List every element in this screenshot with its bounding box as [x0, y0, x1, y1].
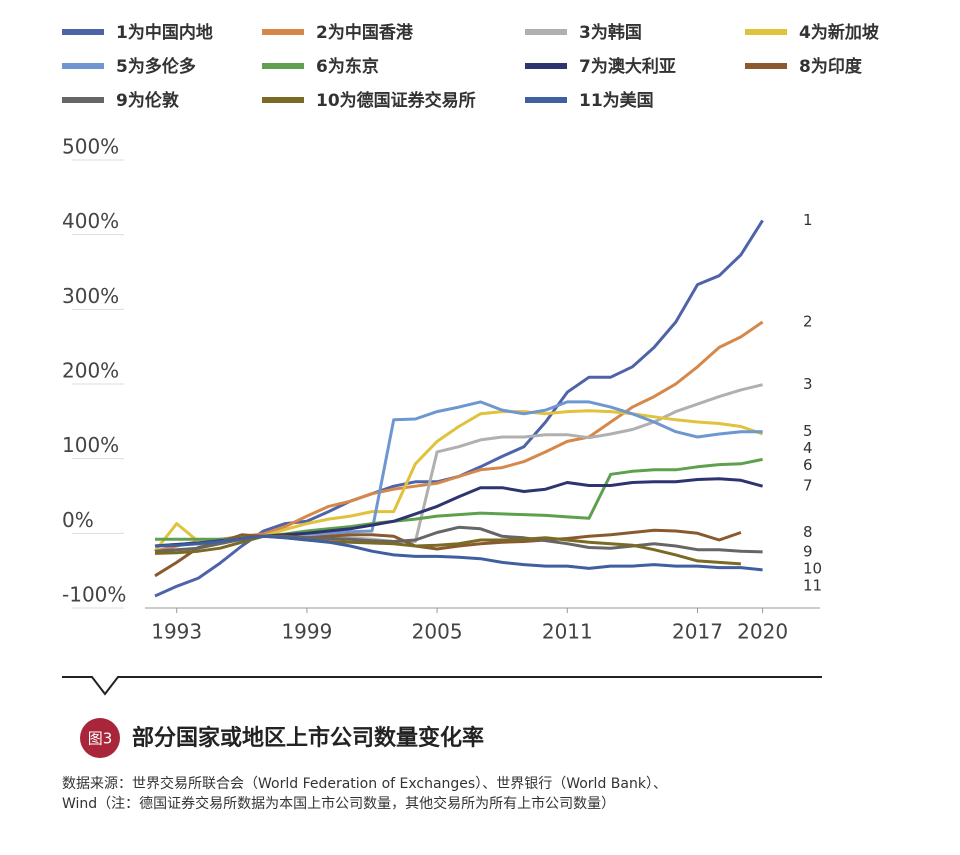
- legend-label: 2为中国香港: [316, 22, 414, 43]
- x-tick-label: 1999: [281, 620, 332, 644]
- source: Wind（注：德国证券交易所数据为本国上市公司数量，其他交易所为所有上市公司数量…: [62, 795, 615, 812]
- x-tick-label: 1993: [151, 620, 202, 644]
- badge-circle: [80, 718, 120, 758]
- x-tick-label: 2017: [672, 620, 723, 644]
- legend-label: 3为韩国: [579, 22, 642, 43]
- y-tick-label: 200%: [62, 359, 119, 383]
- legend-label: 4为新加坡: [799, 22, 879, 43]
- series-line: [154, 320, 764, 553]
- chart-title: 部分国家或地区上市公司数量变化率: [132, 725, 484, 751]
- series-line: [154, 534, 763, 572]
- legend-label: 10为德国证券交易所: [316, 90, 476, 111]
- end-label: 3: [803, 375, 813, 393]
- legend-label: 6为东京: [316, 56, 379, 77]
- legend-label: 7为澳大利亚: [579, 56, 676, 77]
- x-tick-label: 2020: [737, 620, 788, 644]
- end-label: 10: [803, 559, 822, 577]
- source: 数据来源：世界交易所联合会（World Federation of Exchan…: [62, 775, 667, 792]
- y-tick-label: 500%: [62, 135, 119, 159]
- y-tick-label: 400%: [62, 209, 119, 233]
- legend-label: 1为中国内地: [116, 22, 213, 43]
- series-line: [154, 528, 742, 578]
- legend-label: 5为多伦多: [116, 56, 196, 77]
- end-label: 9: [803, 542, 813, 560]
- y-tick-label: 100%: [62, 433, 119, 457]
- x-tick-label: 2011: [542, 620, 593, 644]
- series-line: [154, 400, 763, 548]
- end-label: 5: [803, 422, 813, 440]
- legend-label: 8为印度: [799, 56, 863, 77]
- badge: 图3: [88, 730, 113, 748]
- series-line: [154, 534, 742, 566]
- y-tick-label: -100%: [62, 583, 126, 607]
- end-label: 11: [803, 576, 822, 594]
- x-tick-label: 2005: [412, 620, 463, 644]
- end-label: 2: [803, 312, 813, 330]
- end-label: 7: [803, 477, 813, 495]
- legend-label: 11为美国: [579, 90, 654, 111]
- end-label: 1: [803, 211, 813, 229]
- y-tick-label: 0%: [62, 508, 94, 532]
- series-line: [154, 383, 763, 548]
- end-label: 4: [803, 439, 813, 457]
- end-label: 6: [803, 456, 813, 474]
- divider: [62, 676, 822, 696]
- end-label: 8: [803, 523, 813, 541]
- y-tick-label: 300%: [62, 284, 119, 308]
- legend-label: 9为伦敦: [116, 90, 180, 111]
